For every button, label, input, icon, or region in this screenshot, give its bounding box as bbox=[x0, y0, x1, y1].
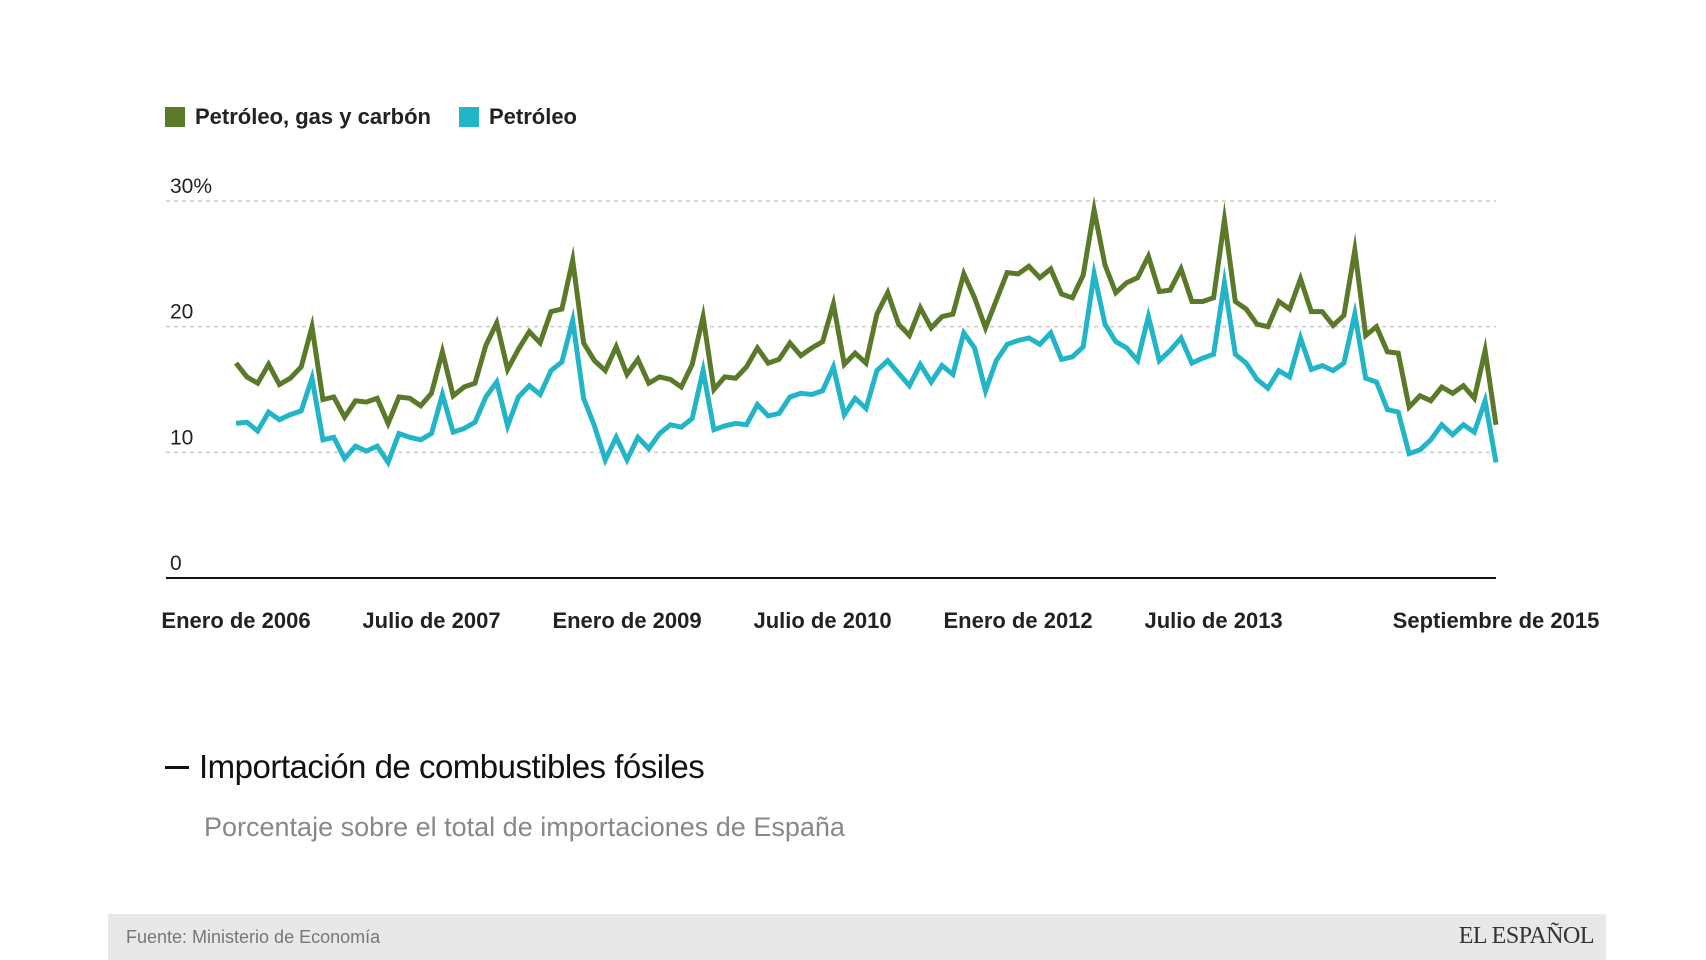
chart-titles: Importación de combustibles fósiles Porc… bbox=[165, 748, 845, 843]
series-line-petroleo bbox=[235, 260, 1499, 468]
y-tick-label-10: 10 bbox=[170, 426, 193, 449]
brand-logo: EL ESPAÑOL bbox=[1458, 923, 1595, 949]
series-line-petroleo-gas-carbon bbox=[234, 195, 1499, 430]
chart-subtitle: Porcentaje sobre el total de importacion… bbox=[204, 812, 845, 842]
y-tick-label-0: 0 bbox=[170, 552, 182, 575]
y-tick-label-30: 30% bbox=[170, 175, 212, 198]
x-tick-label-5: Julio de 2013 bbox=[1144, 608, 1282, 633]
x-tick-label-1: Julio de 2007 bbox=[362, 608, 500, 633]
x-tick-label-0: Enero de 2006 bbox=[161, 608, 310, 633]
footer-bar: Fuente: Ministerio de Economía EL ESPAÑO… bbox=[108, 914, 1606, 960]
x-tick-label-3: Julio de 2010 bbox=[753, 608, 891, 633]
legend-label-petroleo-gas-carbon: Petróleo, gas y carbón bbox=[195, 104, 431, 129]
chart-title: Importación de combustibles fósiles bbox=[199, 748, 705, 785]
chart-legend: Petróleo, gas y carbón Petróleo bbox=[165, 104, 577, 130]
x-tick-label-2: Enero de 2009 bbox=[552, 608, 701, 633]
legend-label-petroleo: Petróleo bbox=[488, 104, 577, 129]
legend-item-petroleo: Petróleo bbox=[458, 104, 577, 130]
x-tick-label-6: Septiembre de 2015 bbox=[1393, 608, 1600, 633]
title-dash bbox=[165, 765, 189, 769]
source-note: Fuente: Ministerio de Economía bbox=[126, 927, 381, 947]
legend-swatch-petroleo-gas-carbon bbox=[165, 107, 185, 127]
title-row: Importación de combustibles fósiles bbox=[165, 748, 845, 786]
legend-swatch-petroleo bbox=[458, 107, 479, 127]
line-chart: 30% 20 10 0 Enero de 2006 Julio de 2007 Enero … bbox=[161, 175, 1600, 633]
y-tick-label-20: 20 bbox=[170, 301, 193, 324]
x-tick-label-4: Enero de 2012 bbox=[943, 608, 1092, 633]
legend-item-petroleo-gas-carbon: Petróleo, gas y carbón bbox=[165, 104, 431, 130]
